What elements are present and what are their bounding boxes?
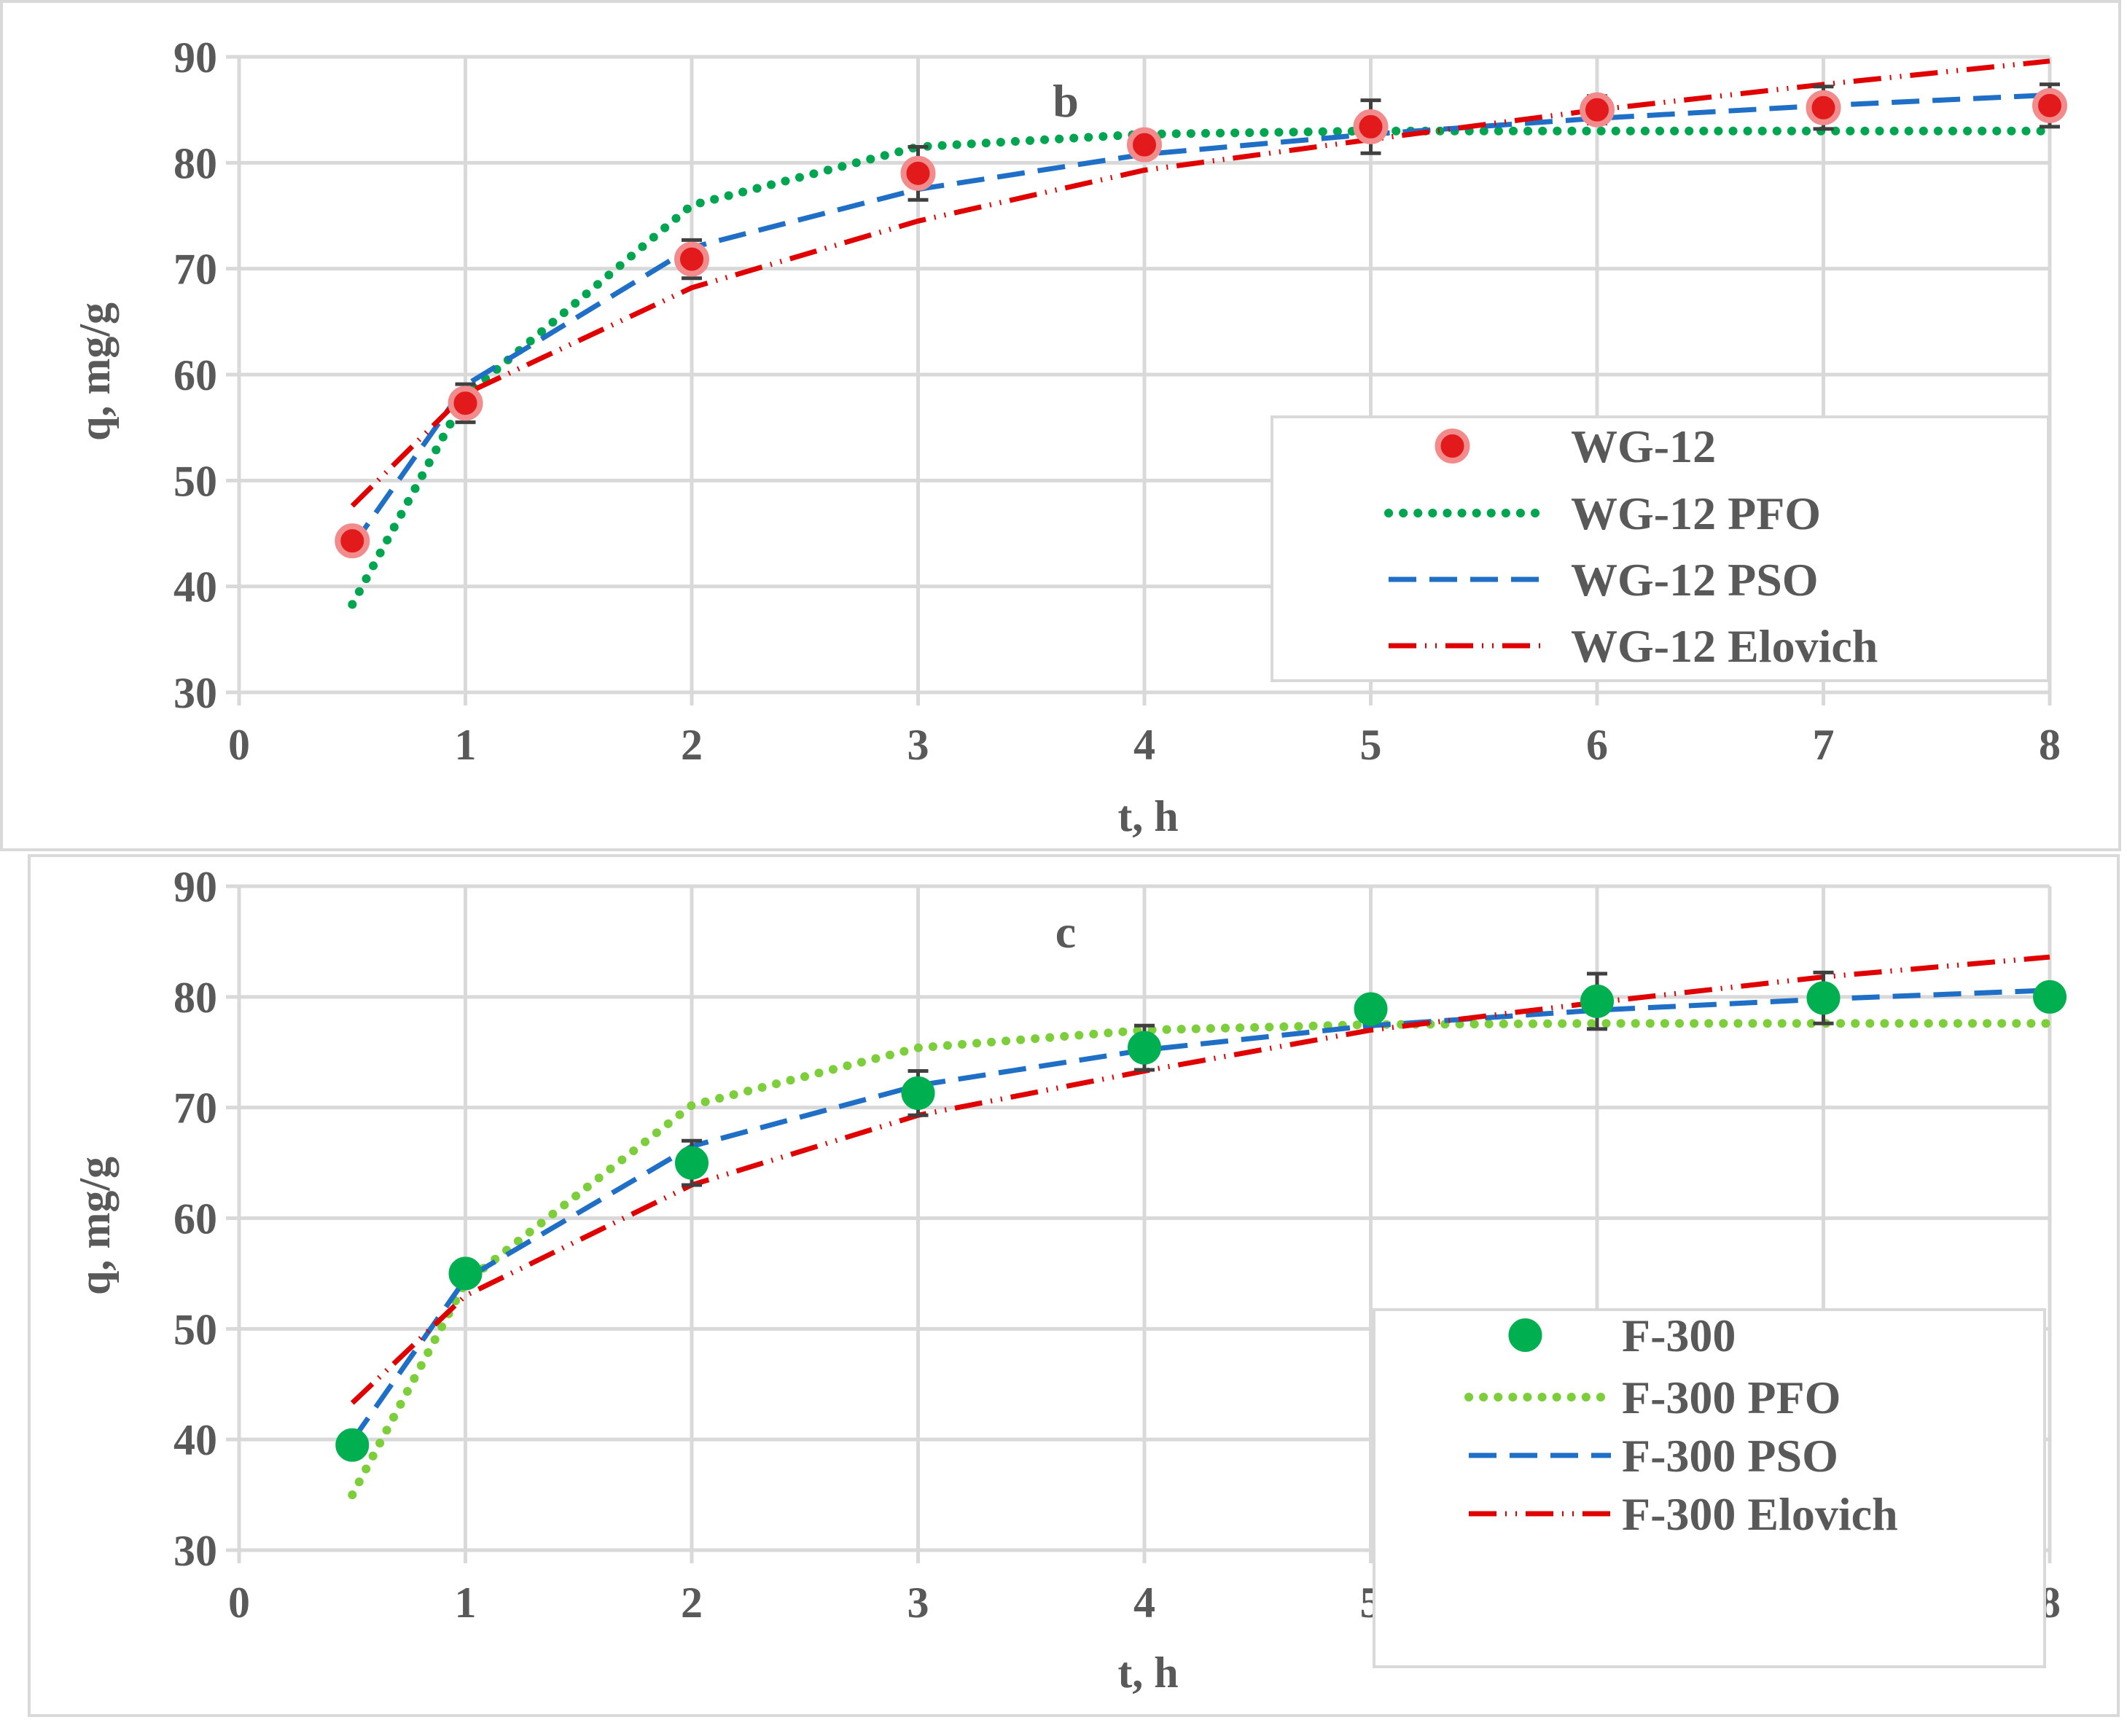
x-axis-label: t, h	[1117, 1649, 1178, 1697]
legend-label: F-300	[1622, 1310, 1736, 1361]
y-tick-label: 60	[173, 1195, 217, 1243]
data-point	[448, 1256, 483, 1291]
legend-item: F-300 PFO	[1464, 1372, 1841, 1423]
data-point	[2032, 87, 2067, 123]
legend-item: F-300	[1508, 1310, 1736, 1361]
y-tick-label: 70	[173, 246, 217, 294]
panel-label: c	[1055, 906, 1076, 958]
legend-item: WG-12 PFO	[1384, 488, 1821, 539]
legend-item: WG-12 PSO	[1389, 554, 1819, 606]
data-point	[1806, 90, 1841, 125]
data-point	[1353, 109, 1389, 144]
legend-frame	[1271, 415, 2050, 682]
data-point	[335, 1428, 370, 1462]
x-tick-label: 2	[681, 1579, 703, 1627]
legend-item: F-300 Elovich	[1469, 1488, 1898, 1540]
y-tick-label: 40	[173, 563, 217, 611]
data-point	[2033, 980, 2066, 1014]
y-tick-label: 40	[173, 1416, 217, 1464]
series-line-wg-12-elovich	[350, 58, 2050, 508]
data-point	[1128, 1031, 1161, 1065]
y-tick-label: 80	[173, 974, 217, 1022]
y-tick-label: 50	[173, 457, 217, 505]
y-tick-label: 50	[173, 1305, 217, 1353]
x-tick-label: 0	[228, 1579, 250, 1627]
data-point	[675, 1146, 709, 1180]
data-point	[900, 155, 936, 191]
legend-marker	[1508, 1318, 1542, 1352]
x-tick-label: 1	[455, 1579, 477, 1627]
x-tick-label: 0	[228, 721, 250, 769]
data-point	[1354, 992, 1388, 1026]
x-tick-label: 8	[2039, 721, 2061, 769]
y-tick-label: 70	[173, 1084, 217, 1133]
chart-b-svg: 0 1 2 3 4 5 6 7 8 30 40 50 60 70 80 90 b t, h q, mg/g W…	[0, 0, 2121, 851]
legend-marker	[1435, 429, 1470, 464]
legend-label: WG-12 Elovich	[1571, 620, 1878, 672]
x-tick-label: 2	[681, 721, 703, 769]
y-tick-label: 30	[173, 1527, 217, 1575]
y-axis-label: q, mg/g	[71, 302, 119, 441]
y-tick-label: 60	[173, 351, 217, 399]
data-point	[901, 1076, 935, 1110]
legend-label: F-300 PFO	[1622, 1372, 1841, 1423]
y-axis-label: q, mg/g	[71, 1157, 119, 1295]
data-point	[1806, 981, 1841, 1015]
data-point	[1580, 92, 1615, 128]
y-tick-label: 90	[173, 34, 217, 82]
panel-label: b	[1053, 75, 1079, 127]
legend-label: F-300 PSO	[1622, 1430, 1838, 1482]
legend: F-300 F-300 PFO F-300 PSO F-300 Elovich	[1373, 1308, 2046, 1668]
legend-label: WG-12	[1571, 421, 1716, 472]
x-tick-label: 3	[908, 721, 929, 769]
legend-label: WG-12 PFO	[1571, 488, 1821, 539]
chart-panel-b: 0 1 2 3 4 5 6 7 8 30 40 50 60 70 80 90 b t, h q, mg/g W…	[0, 0, 2127, 854]
x-tick-label: 4	[1133, 1579, 1155, 1627]
y-tick-label: 80	[173, 139, 217, 187]
x-tick-label: 6	[1586, 721, 1608, 769]
data-point	[1127, 127, 1162, 163]
data-point	[1580, 984, 1614, 1018]
legend-label: WG-12 PSO	[1571, 554, 1819, 606]
legend-frame	[1373, 1308, 2046, 1668]
x-tick-label: 3	[908, 1579, 929, 1627]
legend-item: F-300 PSO	[1469, 1430, 1838, 1482]
x-tick-label: 7	[1813, 721, 1835, 769]
data-point	[448, 386, 483, 421]
x-tick-label: 1	[455, 721, 477, 769]
data-point	[674, 241, 709, 277]
data-point	[335, 523, 370, 559]
legend-item: WG-12 Elovich	[1389, 620, 1878, 672]
x-tick-label: 4	[1133, 721, 1155, 769]
x-tick-label: 5	[1360, 721, 1382, 769]
y-tick-label: 30	[173, 669, 217, 717]
y-tick-label: 90	[173, 863, 217, 911]
series-line-f-300-pfo	[348, 1019, 2054, 1500]
x-axis-label: t, h	[1117, 792, 1178, 840]
legend: WG-12 WG-12 PFO WG-12 PSO WG-12 Elovich	[1271, 415, 2050, 682]
legend-label: F-300 Elovich	[1622, 1488, 1898, 1540]
legend-item: WG-12	[1435, 421, 1716, 472]
